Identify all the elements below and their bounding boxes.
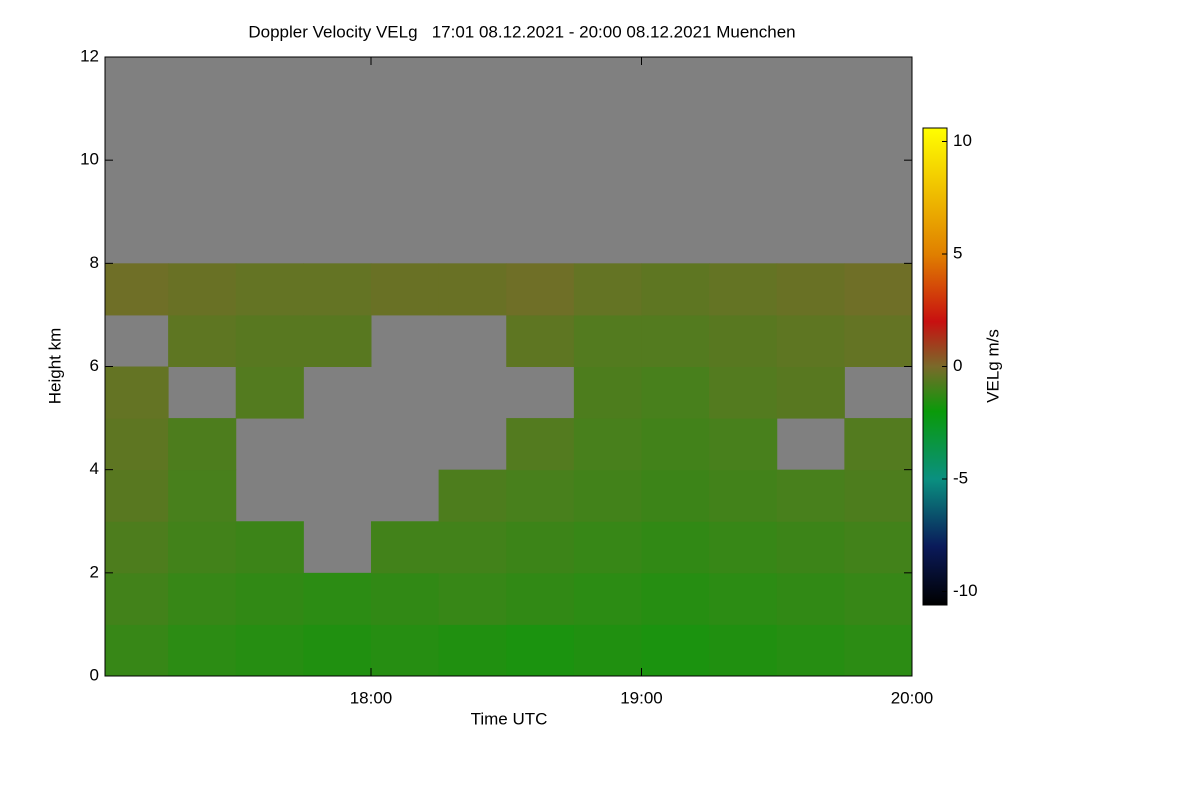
heatmap-cell (506, 418, 575, 471)
heatmap-cell (370, 263, 440, 316)
heatmap-cell (168, 572, 237, 625)
y-tick-label: 10 (80, 150, 99, 169)
heatmap-cell (168, 314, 237, 367)
heatmap-cell (573, 521, 642, 574)
heatmap-cell (235, 263, 304, 316)
heatmap-cell (105, 469, 169, 522)
heatmap-cell (370, 572, 440, 625)
y-tick-label: 8 (90, 253, 99, 272)
heatmap-cell (303, 314, 372, 367)
heatmap-cell (573, 314, 642, 367)
heatmap-cell (573, 624, 642, 677)
heatmap-cell (506, 521, 575, 574)
heatmap-cell (168, 469, 237, 522)
heatmap-cell (844, 572, 913, 625)
heatmap-cell (438, 624, 507, 677)
heatmap-cell (776, 624, 845, 677)
heatmap-cell (235, 572, 304, 625)
heatmap-cell (506, 469, 575, 522)
heatmap-cell (235, 314, 304, 367)
heatmap-cell (573, 263, 642, 316)
x-tick-label: 18:00 (350, 688, 393, 707)
heatmap-cell (641, 366, 710, 419)
y-tick-label: 2 (90, 562, 99, 581)
heatmap-cell (506, 314, 575, 367)
heatmap-cell (573, 366, 642, 419)
heatmap-cell (438, 469, 507, 522)
colorbar-tick-label: 5 (953, 243, 962, 262)
heatmap-cell (235, 624, 304, 677)
y-axis-label: Height km (45, 328, 64, 405)
heatmap-cell (844, 314, 913, 367)
heatmap-cell (303, 572, 372, 625)
heatmap-cell (709, 263, 778, 316)
heatmap-cell (573, 469, 642, 522)
heatmap-cell (506, 572, 575, 625)
heatmap-cell (105, 418, 169, 471)
heatmap-cell (438, 521, 507, 574)
heatmap-cell (168, 263, 237, 316)
colorbar-tick-label: -10 (953, 581, 978, 600)
heatmap-cell (105, 263, 169, 316)
heatmap-cell (844, 521, 913, 574)
colorbar-tick-label: 0 (953, 356, 962, 375)
heatmap-cell (709, 624, 778, 677)
heatmap-cell (105, 366, 169, 419)
x-tick-label: 19:00 (620, 688, 663, 707)
heatmap-cell (506, 263, 575, 316)
heatmap-cell (776, 366, 845, 419)
heatmap-cell (844, 624, 913, 677)
heatmap-cell (641, 418, 710, 471)
x-tick-label: 20:00 (891, 688, 934, 707)
colorbar-tick-label: -5 (953, 468, 968, 487)
heatmap-cell (105, 572, 169, 625)
heatmap-cell (573, 572, 642, 625)
heatmap-cell (303, 624, 372, 677)
heatmap-cell (709, 366, 778, 419)
heatmap-cell (438, 572, 507, 625)
heatmap-cell (438, 263, 507, 316)
heatmap-cell (105, 521, 169, 574)
heatmap-cell (776, 572, 845, 625)
colorbar-tick-label: 10 (953, 131, 972, 150)
heatmap-cell (844, 263, 913, 316)
heatmap-cell (168, 521, 237, 574)
heatmap-cell (709, 572, 778, 625)
heatmap-cell (641, 624, 710, 677)
colorbar-label: VELg m/s (983, 329, 1002, 403)
heatmap-cell (709, 314, 778, 367)
heatmap-cell (641, 263, 710, 316)
heatmap-cell (776, 521, 845, 574)
x-axis-label: Time UTC (471, 709, 548, 728)
y-tick-label: 0 (90, 665, 99, 684)
heatmap-cell (235, 366, 304, 419)
heatmap-cell (844, 469, 913, 522)
heatmap-cell (844, 418, 913, 471)
heatmap-cell (709, 469, 778, 522)
heatmap-cell (776, 263, 845, 316)
y-tick-label: 12 (80, 46, 99, 65)
y-tick-label: 6 (90, 356, 99, 375)
heatmap-cell (303, 263, 372, 316)
heatmap-cell (168, 418, 237, 471)
heatmap-cell (168, 624, 237, 677)
heatmap-cell (506, 624, 575, 677)
chart-title: Doppler Velocity VELg 17:01 08.12.2021 -… (248, 22, 795, 41)
heatmap-cell (370, 521, 440, 574)
heatmap-cell (641, 314, 710, 367)
heatmap-cell (105, 624, 169, 677)
heatmap-cell (641, 521, 710, 574)
heatmap-cell (235, 521, 304, 574)
heatmap-cell (709, 418, 778, 471)
heatmap-cell (641, 469, 710, 522)
heatmap-cell (370, 624, 440, 677)
y-tick-label: 4 (90, 459, 99, 478)
heatmap-cell (709, 521, 778, 574)
heatmap-cell (641, 572, 710, 625)
heatmap-cell (776, 469, 845, 522)
heatmap-cell (776, 314, 845, 367)
heatmap-cell (573, 418, 642, 471)
